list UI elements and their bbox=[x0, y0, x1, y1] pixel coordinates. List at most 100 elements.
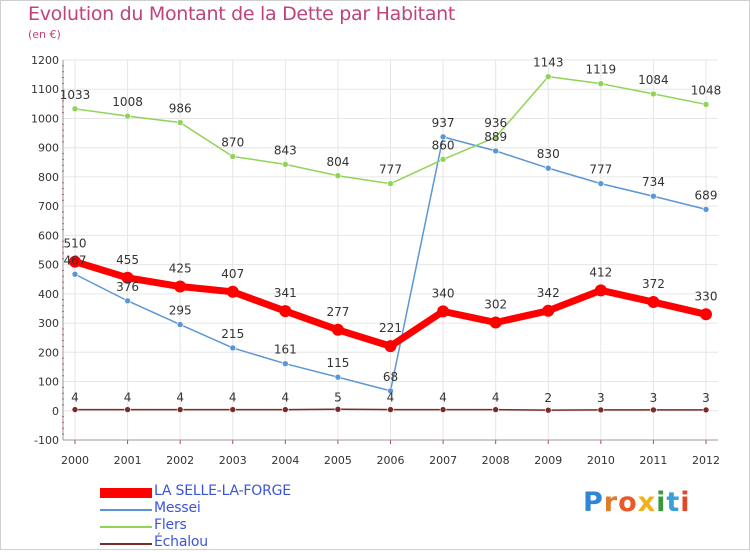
data-label: 412 bbox=[589, 265, 612, 279]
series-3-point bbox=[439, 406, 447, 413]
logo-letter: o bbox=[618, 487, 638, 518]
series-3-point bbox=[544, 406, 552, 414]
data-label: 425 bbox=[169, 262, 192, 276]
y-tick-label: 300 bbox=[38, 317, 59, 330]
series-3-point bbox=[282, 406, 289, 413]
series-3-point bbox=[702, 406, 710, 414]
chart-title: Evolution du Montant de la Dette par Hab… bbox=[28, 3, 456, 25]
x-tick-label: 2009 bbox=[534, 454, 562, 467]
legend-label: Flers bbox=[154, 517, 187, 533]
data-label: 277 bbox=[326, 305, 349, 319]
data-label: 4 bbox=[439, 391, 447, 405]
series-2-point bbox=[597, 80, 605, 87]
y-tick-label: 200 bbox=[38, 346, 59, 359]
proxiti-logo: Proxiti bbox=[583, 487, 691, 518]
data-label: 1048 bbox=[691, 83, 722, 97]
x-tick-label: 2004 bbox=[271, 454, 299, 467]
series-0-point bbox=[437, 305, 450, 318]
series-0-point bbox=[647, 296, 660, 309]
data-label: 221 bbox=[379, 321, 402, 335]
data-label: 3 bbox=[650, 391, 658, 405]
y-tick-label: 500 bbox=[38, 259, 59, 272]
y-tick-label: -100 bbox=[34, 434, 59, 447]
series-3-point bbox=[229, 406, 237, 413]
data-label: 889 bbox=[484, 130, 507, 144]
series-3-point bbox=[492, 406, 499, 413]
series-2-point bbox=[71, 105, 79, 113]
data-label: 843 bbox=[274, 143, 297, 157]
legend-label: Messei bbox=[154, 500, 201, 516]
data-label: 295 bbox=[169, 304, 192, 318]
x-tick-label: 2001 bbox=[114, 454, 142, 467]
series-0-point bbox=[226, 285, 239, 298]
series-1-point bbox=[702, 206, 710, 213]
legend-label: Échalou bbox=[154, 534, 208, 550]
data-label: 4 bbox=[387, 391, 395, 405]
data-label: 115 bbox=[326, 356, 349, 370]
data-label: 4 bbox=[176, 391, 184, 405]
series-2-point bbox=[544, 73, 552, 80]
legend-label: LA SELLE-LA-FORGE bbox=[154, 483, 291, 499]
data-label: 341 bbox=[274, 286, 297, 300]
series-2-point bbox=[229, 153, 237, 160]
data-label: 215 bbox=[221, 327, 244, 341]
data-label: 986 bbox=[169, 102, 192, 116]
series-0-point bbox=[594, 284, 607, 297]
data-label: 4 bbox=[229, 391, 237, 405]
data-label: 161 bbox=[274, 343, 297, 357]
logo-letter: t bbox=[666, 487, 681, 518]
logo-letter: r bbox=[603, 487, 619, 518]
legend-swatch bbox=[100, 488, 152, 498]
series-3-point bbox=[176, 406, 184, 413]
x-tick-label: 2007 bbox=[429, 454, 457, 467]
data-label: 3 bbox=[597, 391, 605, 405]
y-tick-label: 100 bbox=[38, 376, 59, 389]
data-label: 4 bbox=[124, 391, 132, 405]
series-1-point bbox=[229, 344, 237, 352]
series-1-point bbox=[124, 297, 131, 305]
data-label: 3 bbox=[702, 391, 710, 405]
y-tick-label: 1100 bbox=[31, 83, 59, 96]
data-label: 2 bbox=[544, 391, 552, 405]
series-0-point bbox=[542, 304, 555, 317]
x-tick-label: 2002 bbox=[166, 454, 194, 467]
series-0-point bbox=[384, 340, 397, 353]
series-1-point bbox=[176, 321, 184, 328]
series-0-point bbox=[700, 308, 712, 321]
x-tick-label: 2006 bbox=[377, 454, 405, 467]
legend-swatch bbox=[100, 526, 152, 528]
series-0-point bbox=[279, 305, 292, 318]
x-tick-label: 2012 bbox=[692, 454, 720, 467]
chart-subtitle: (en €) bbox=[28, 28, 61, 41]
x-tick-label: 2011 bbox=[639, 454, 667, 467]
logo-letter: x bbox=[637, 487, 657, 518]
y-tick-label: 1000 bbox=[31, 112, 59, 125]
data-label: 777 bbox=[589, 163, 612, 177]
series-1-point bbox=[282, 360, 289, 368]
y-tick-label: 800 bbox=[38, 171, 59, 184]
data-label: 1033 bbox=[60, 88, 91, 102]
series-0-point bbox=[489, 316, 502, 329]
y-tick-label: 0 bbox=[52, 405, 59, 418]
data-label: 455 bbox=[116, 253, 139, 267]
series-2-point bbox=[387, 180, 394, 187]
series-2-point bbox=[439, 156, 447, 163]
data-label: 68 bbox=[383, 370, 398, 384]
data-label: 407 bbox=[221, 267, 244, 281]
series-1-point bbox=[439, 133, 447, 141]
data-label: 870 bbox=[221, 135, 244, 149]
logo-letter: P bbox=[583, 487, 604, 518]
y-tick-label: 700 bbox=[38, 200, 59, 213]
data-label: 860 bbox=[432, 138, 455, 152]
data-label: 1119 bbox=[586, 63, 617, 77]
series-2-point bbox=[492, 133, 499, 141]
series-3-point bbox=[334, 406, 342, 413]
series-2-point bbox=[124, 112, 131, 120]
data-label: 340 bbox=[432, 286, 455, 300]
series-1-point bbox=[492, 147, 499, 155]
data-label: 830 bbox=[537, 147, 560, 161]
series-3-point bbox=[597, 406, 605, 414]
data-label: 302 bbox=[484, 297, 507, 311]
series-1-point bbox=[387, 387, 394, 395]
